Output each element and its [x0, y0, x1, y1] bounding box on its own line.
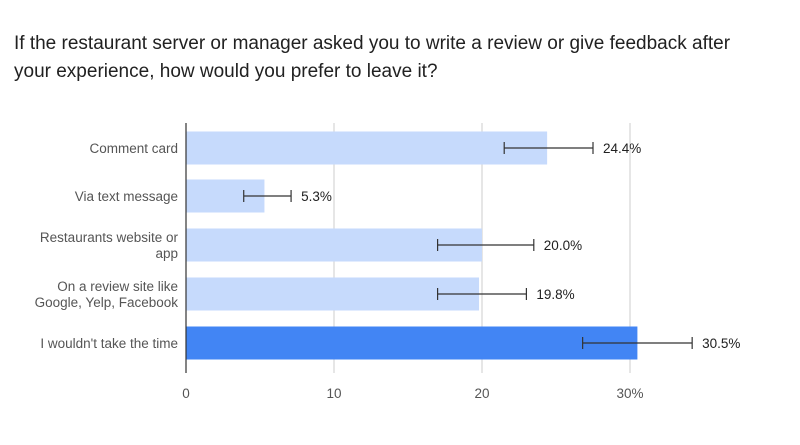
x-tick-label-2: 20 [474, 386, 489, 401]
x-tick-label-3: 30% [616, 386, 643, 401]
category-label-1-0: Via text message [75, 189, 178, 204]
category-label-3-1: Google, Yelp, Facebook [35, 295, 179, 310]
x-tick-label-0: 0 [182, 386, 190, 401]
x-tick-label-1: 10 [326, 386, 341, 401]
bar-0 [186, 131, 548, 165]
bar-2 [186, 228, 482, 262]
category-label-2-0: Restaurants website or [40, 230, 179, 245]
chart-title-line-2: your experience, how would you prefer to… [14, 61, 438, 82]
category-label-3-0: On a review site like [57, 279, 178, 294]
value-label-4: 30.5% [702, 336, 740, 351]
value-label-3: 19.8% [536, 287, 574, 302]
category-label-2-1: app [155, 246, 178, 261]
value-label-2: 20.0% [544, 238, 582, 253]
bar-4 [186, 326, 638, 360]
category-label-4-0: I wouldn't take the time [40, 336, 178, 351]
value-label-0: 24.4% [603, 141, 641, 156]
category-label-0-0: Comment card [89, 141, 178, 156]
bar-3 [186, 277, 480, 311]
value-label-1: 5.3% [301, 189, 332, 204]
chart-title-line-1: If the restaurant server or manager aske… [14, 33, 731, 54]
